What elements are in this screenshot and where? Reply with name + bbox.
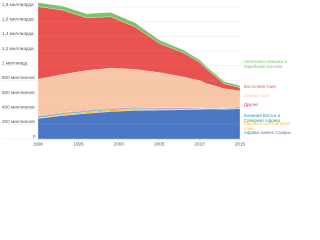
legend-item: Африка южнее Сахары [244,130,291,135]
legend-item: Южная Азия [244,93,270,98]
x-tick-label: 2010 [194,142,205,147]
chart: 0 200 миллионов 400 миллионов 600 миллионов… [2,2,246,147]
area [37,2,241,88]
legend-item: Латинская Америка и Карибский бассейн [244,59,287,69]
legend-item: Восточная Азия [244,84,276,89]
legend-item: Ближний Восток и Северная Африка [244,113,281,123]
x-tick-label: 2000 [114,142,125,147]
y-tick-label: 200 миллионов [2,119,35,124]
y-tick-label: 800 миллионов [2,75,35,80]
y-tick-label: 1 миллиард [2,60,27,65]
y-tick-label: 0 [33,134,36,139]
y-tick-label: 600 миллионов [2,90,35,95]
x-tick-label: 1990 [33,142,44,147]
x-tick-label: 2015 [235,142,246,147]
x-tick-label: 1995 [73,142,84,147]
x-tick-label: 2005 [154,142,165,147]
page: {"chart_data":{"type":"stacked-area", "x… [2,1,291,147]
legend-item: Другие [244,102,258,107]
y-tick-label: 1,8 миллиарда [2,2,34,7]
areas [37,2,241,140]
y-tick-label: 400 миллионов [2,104,35,109]
y-tick-label: 1,2 миллиарда [2,46,34,51]
y-tick-label: 1,4 миллиарда [2,31,34,36]
y-tick-label: 1,6 миллиарда [2,16,34,21]
legend-item: Европа и Центральная Азия [244,121,290,131]
